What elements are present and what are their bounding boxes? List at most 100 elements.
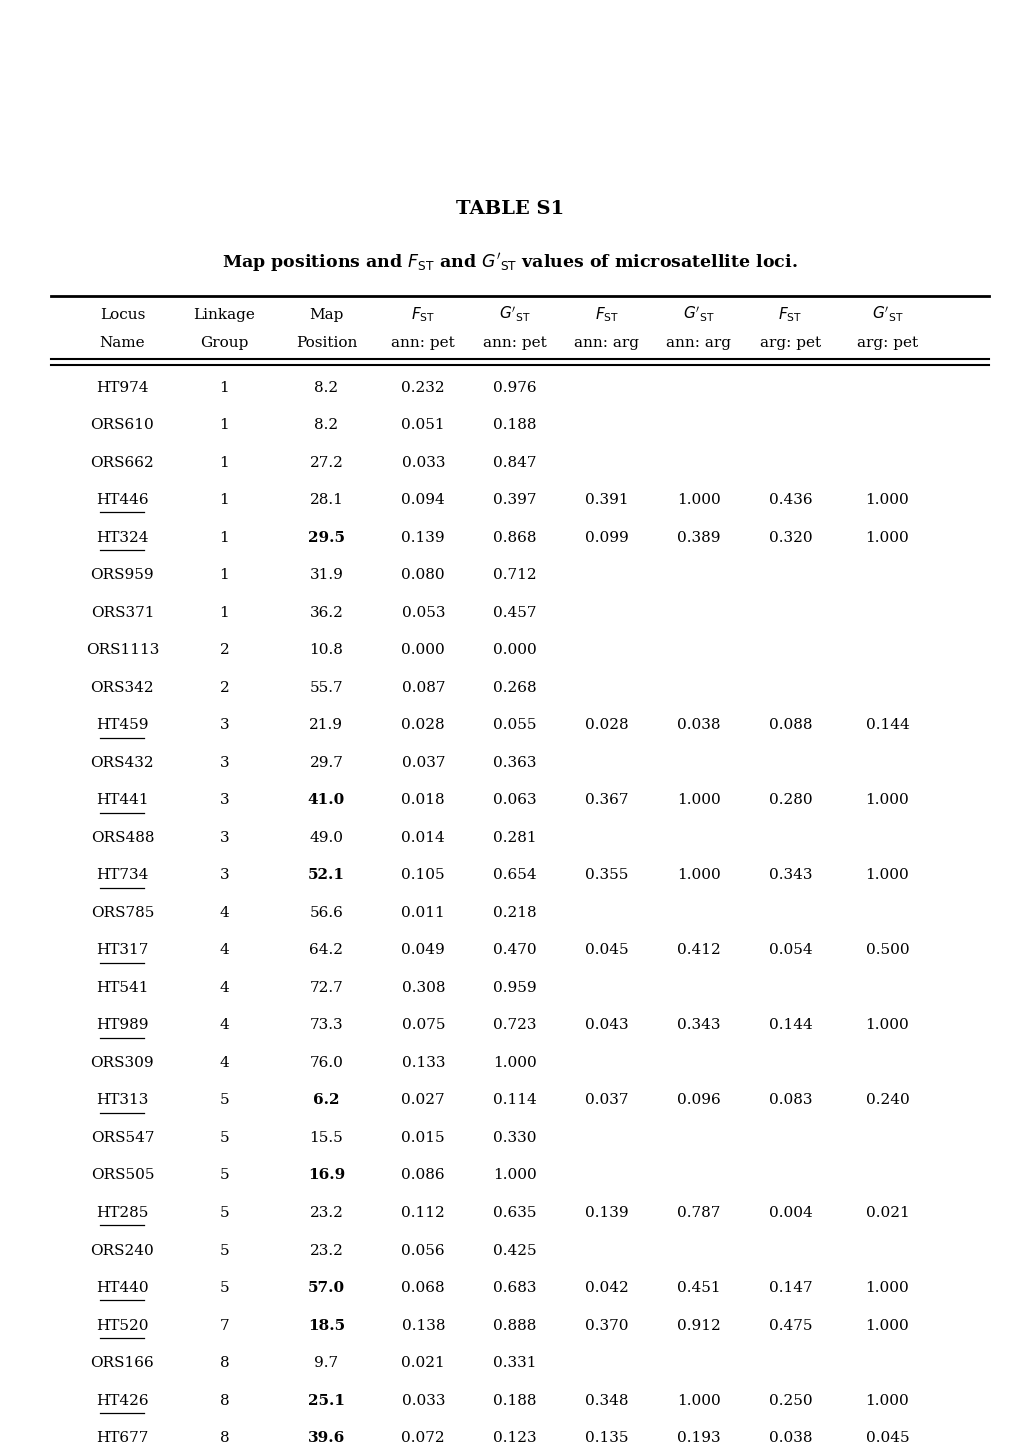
Text: ann: pet: ann: pet bbox=[391, 336, 454, 351]
Text: 0.011: 0.011 bbox=[401, 906, 444, 919]
Text: HT734: HT734 bbox=[96, 869, 149, 882]
Text: 1: 1 bbox=[219, 381, 229, 394]
Text: 23.2: 23.2 bbox=[309, 1244, 343, 1257]
Text: 0.049: 0.049 bbox=[401, 944, 444, 957]
Text: 0.112: 0.112 bbox=[401, 1206, 444, 1219]
Text: 0.045: 0.045 bbox=[585, 944, 628, 957]
Text: 0.367: 0.367 bbox=[585, 794, 628, 807]
Text: 0.193: 0.193 bbox=[677, 1431, 719, 1443]
Text: HT989: HT989 bbox=[96, 1019, 149, 1032]
Text: 25.1: 25.1 bbox=[308, 1394, 344, 1407]
Text: HT520: HT520 bbox=[96, 1319, 149, 1332]
Text: 0.331: 0.331 bbox=[493, 1356, 536, 1369]
Text: 0.475: 0.475 bbox=[768, 1319, 811, 1332]
Text: 1.000: 1.000 bbox=[865, 1319, 908, 1332]
Text: ann: pet: ann: pet bbox=[483, 336, 546, 351]
Text: 0.055: 0.055 bbox=[493, 719, 536, 732]
Text: 4: 4 bbox=[219, 981, 229, 994]
Text: HT324: HT324 bbox=[96, 531, 149, 544]
Text: 1.000: 1.000 bbox=[865, 494, 908, 506]
Text: 73.3: 73.3 bbox=[310, 1019, 342, 1032]
Text: 21.9: 21.9 bbox=[309, 719, 343, 732]
Text: 0.021: 0.021 bbox=[401, 1356, 444, 1369]
Text: 0.018: 0.018 bbox=[401, 794, 444, 807]
Text: ann: arg: ann: arg bbox=[574, 336, 639, 351]
Text: 0.123: 0.123 bbox=[493, 1431, 536, 1443]
Text: 0.355: 0.355 bbox=[585, 869, 628, 882]
Text: HT317: HT317 bbox=[96, 944, 149, 957]
Text: 0.037: 0.037 bbox=[401, 756, 444, 769]
Text: $\mathit{G'}_\mathrm{ST}$: $\mathit{G'}_\mathrm{ST}$ bbox=[870, 304, 903, 325]
Text: 0.083: 0.083 bbox=[768, 1094, 811, 1107]
Text: 28.1: 28.1 bbox=[309, 494, 343, 506]
Text: 0.188: 0.188 bbox=[493, 418, 536, 431]
Text: 1: 1 bbox=[219, 418, 229, 431]
Text: 2: 2 bbox=[219, 681, 229, 694]
Text: 0.976: 0.976 bbox=[493, 381, 536, 394]
Text: 0.015: 0.015 bbox=[401, 1131, 444, 1144]
Text: 0.080: 0.080 bbox=[401, 569, 444, 582]
Text: 0.320: 0.320 bbox=[768, 531, 811, 544]
Text: 29.7: 29.7 bbox=[309, 756, 343, 769]
Text: 0.280: 0.280 bbox=[768, 794, 811, 807]
Text: 0.000: 0.000 bbox=[401, 644, 444, 657]
Text: 3: 3 bbox=[219, 756, 229, 769]
Text: 0.391: 0.391 bbox=[585, 494, 628, 506]
Text: Position: Position bbox=[296, 336, 357, 351]
Text: 0.888: 0.888 bbox=[493, 1319, 536, 1332]
Text: Linkage: Linkage bbox=[194, 307, 255, 322]
Text: 2: 2 bbox=[219, 644, 229, 657]
Text: 6.2: 6.2 bbox=[313, 1094, 339, 1107]
Text: $\mathit{G'}_\mathrm{ST}$: $\mathit{G'}_\mathrm{ST}$ bbox=[498, 304, 531, 325]
Text: ORS371: ORS371 bbox=[91, 606, 154, 619]
Text: 4: 4 bbox=[219, 906, 229, 919]
Text: 36.2: 36.2 bbox=[309, 606, 343, 619]
Text: ORS505: ORS505 bbox=[91, 1169, 154, 1182]
Text: 1.000: 1.000 bbox=[865, 1394, 908, 1407]
Text: 0.087: 0.087 bbox=[401, 681, 444, 694]
Text: 0.847: 0.847 bbox=[493, 456, 536, 469]
Text: ORS547: ORS547 bbox=[91, 1131, 154, 1144]
Text: ORS309: ORS309 bbox=[91, 1056, 154, 1069]
Text: HT313: HT313 bbox=[96, 1094, 149, 1107]
Text: 1.000: 1.000 bbox=[865, 1019, 908, 1032]
Text: TABLE S1: TABLE S1 bbox=[455, 201, 564, 218]
Text: 16.9: 16.9 bbox=[308, 1169, 344, 1182]
Text: $\mathit{G'}_\mathrm{ST}$: $\mathit{G'}_\mathrm{ST}$ bbox=[682, 304, 714, 325]
Text: 27.2: 27.2 bbox=[309, 456, 343, 469]
Text: 10.8: 10.8 bbox=[309, 644, 343, 657]
Text: HT677: HT677 bbox=[96, 1431, 149, 1443]
Text: 8: 8 bbox=[219, 1394, 229, 1407]
Text: 0.105: 0.105 bbox=[401, 869, 444, 882]
Text: 1.000: 1.000 bbox=[493, 1169, 536, 1182]
Text: 57.0: 57.0 bbox=[308, 1281, 344, 1294]
Text: 0.500: 0.500 bbox=[865, 944, 908, 957]
Text: $\mathit{F}_\mathrm{ST}$: $\mathit{F}_\mathrm{ST}$ bbox=[777, 306, 802, 323]
Text: 0.094: 0.094 bbox=[401, 494, 444, 506]
Text: HT974: HT974 bbox=[96, 381, 149, 394]
Text: HT441: HT441 bbox=[96, 794, 149, 807]
Text: ORS1113: ORS1113 bbox=[86, 644, 159, 657]
Text: 64.2: 64.2 bbox=[309, 944, 343, 957]
Text: 5: 5 bbox=[219, 1281, 229, 1294]
Text: Locus: Locus bbox=[100, 307, 145, 322]
Text: 0.021: 0.021 bbox=[865, 1206, 908, 1219]
Text: 0.188: 0.188 bbox=[493, 1394, 536, 1407]
Text: 0.054: 0.054 bbox=[768, 944, 811, 957]
Text: ORS785: ORS785 bbox=[91, 906, 154, 919]
Text: 0.281: 0.281 bbox=[493, 831, 536, 844]
Text: 5: 5 bbox=[219, 1244, 229, 1257]
Text: HT541: HT541 bbox=[96, 981, 149, 994]
Text: 0.144: 0.144 bbox=[768, 1019, 811, 1032]
Text: 0.033: 0.033 bbox=[401, 1394, 444, 1407]
Text: 1.000: 1.000 bbox=[865, 794, 908, 807]
Text: 5: 5 bbox=[219, 1169, 229, 1182]
Text: 0.072: 0.072 bbox=[401, 1431, 444, 1443]
Text: Map positions and $\mathit{F}_\mathrm{ST}$ and $\mathit{G'}_\mathrm{ST}$ values : Map positions and $\mathit{F}_\mathrm{ST… bbox=[222, 251, 797, 274]
Text: 0.959: 0.959 bbox=[493, 981, 536, 994]
Text: 0.370: 0.370 bbox=[585, 1319, 628, 1332]
Text: 8.2: 8.2 bbox=[314, 418, 338, 431]
Text: 15.5: 15.5 bbox=[309, 1131, 343, 1144]
Text: ORS342: ORS342 bbox=[91, 681, 154, 694]
Text: 8: 8 bbox=[219, 1356, 229, 1369]
